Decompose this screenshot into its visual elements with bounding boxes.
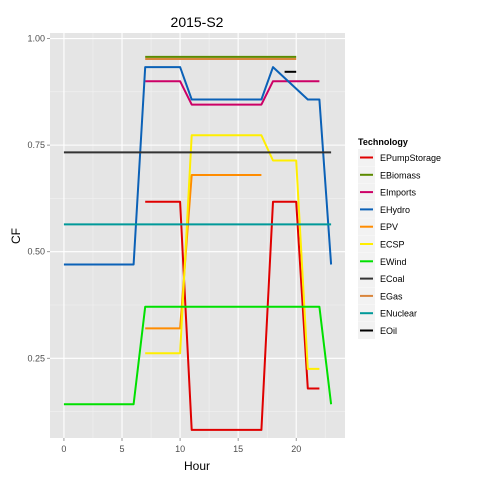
- legend-title: Technology: [358, 137, 408, 147]
- x-tick-label: 20: [291, 444, 301, 454]
- x-axis-title: Hour: [184, 459, 210, 473]
- y-axis-title: CF: [9, 228, 23, 244]
- y-tick-label: 0.50: [27, 247, 45, 257]
- chart-title: 2015-S2: [171, 14, 224, 30]
- legend-label-ecoal: ECoal: [380, 274, 405, 284]
- x-tick-label: 15: [233, 444, 243, 454]
- legend-label-egas: EGas: [380, 291, 403, 301]
- legend-label-ehydro: EHydro: [380, 205, 410, 215]
- y-tick-label: 1.00: [27, 34, 45, 44]
- x-tick-label: 10: [175, 444, 185, 454]
- legend-label-ecsp: ECSP: [380, 240, 405, 250]
- x-tick-label: 0: [61, 444, 66, 454]
- legend-label-epumpstorage: EPumpStorage: [380, 153, 441, 163]
- legend-label-eoil: EOil: [380, 326, 397, 336]
- y-tick-label: 0.75: [27, 140, 45, 150]
- legend-label-eimports: EImports: [380, 188, 417, 198]
- legend-label-ebiomass: EBiomass: [380, 170, 421, 180]
- x-tick-label: 5: [120, 444, 125, 454]
- y-tick-label: 0.25: [27, 353, 45, 363]
- legend-label-ewind: EWind: [380, 257, 407, 267]
- legend: Technology EPumpStorage EBiomass EImports E…: [358, 137, 441, 339]
- legend-label-enuclear: ENuclear: [380, 309, 417, 319]
- legend-label-epv: EPV: [380, 222, 398, 232]
